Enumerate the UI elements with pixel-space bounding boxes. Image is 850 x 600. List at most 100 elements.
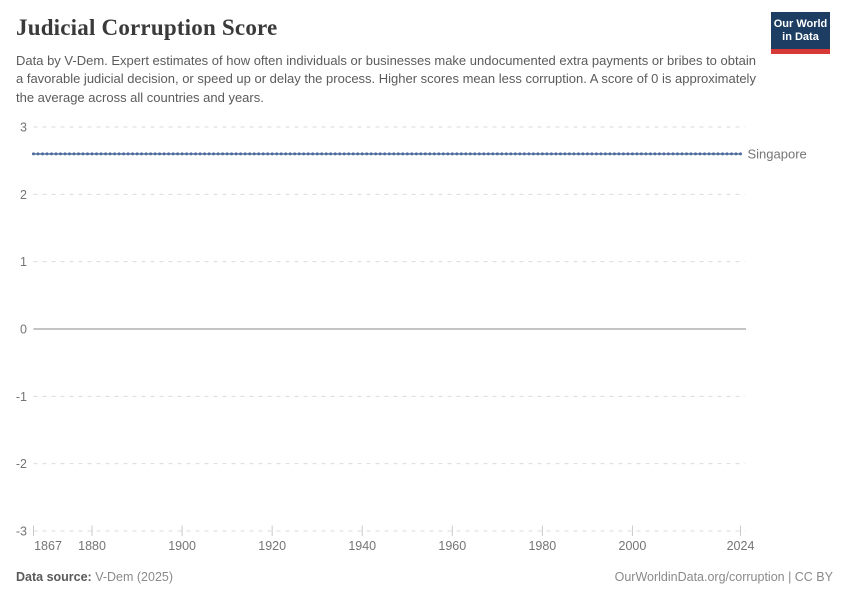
series-point[interactable] bbox=[338, 152, 342, 156]
series-point[interactable] bbox=[77, 152, 80, 156]
series-point[interactable] bbox=[135, 152, 139, 156]
series-point[interactable] bbox=[414, 152, 418, 156]
series-point[interactable] bbox=[59, 152, 62, 156]
series-point[interactable] bbox=[685, 152, 688, 156]
series-point[interactable] bbox=[324, 152, 328, 156]
series-point[interactable] bbox=[468, 152, 472, 156]
series-point[interactable] bbox=[694, 152, 697, 156]
series-point[interactable] bbox=[306, 152, 310, 156]
series-point[interactable] bbox=[513, 152, 517, 156]
series-point[interactable] bbox=[707, 152, 711, 156]
series-point[interactable] bbox=[293, 152, 297, 156]
series-point[interactable] bbox=[207, 152, 211, 156]
series-point[interactable] bbox=[162, 152, 166, 156]
series-point[interactable] bbox=[518, 152, 522, 156]
series-point[interactable] bbox=[549, 152, 553, 156]
series-point[interactable] bbox=[621, 152, 625, 156]
series-point[interactable] bbox=[441, 152, 445, 156]
series-point[interactable] bbox=[288, 152, 292, 156]
series-point[interactable] bbox=[72, 152, 76, 156]
series-point[interactable] bbox=[504, 152, 508, 156]
series-point[interactable] bbox=[558, 152, 562, 156]
series-point[interactable] bbox=[198, 152, 202, 156]
series-point[interactable] bbox=[252, 152, 256, 156]
series-entity-label[interactable]: Singapore bbox=[748, 146, 807, 161]
series-point[interactable] bbox=[140, 152, 144, 156]
series-point[interactable] bbox=[117, 152, 121, 156]
series-point[interactable] bbox=[104, 152, 108, 156]
series-point[interactable] bbox=[203, 152, 207, 156]
series-point[interactable] bbox=[68, 152, 71, 156]
series-point[interactable] bbox=[676, 152, 679, 156]
series-point[interactable] bbox=[63, 152, 67, 156]
series-point[interactable] bbox=[482, 152, 486, 156]
series-point[interactable] bbox=[437, 152, 441, 156]
series-point[interactable] bbox=[185, 152, 189, 156]
series-point[interactable] bbox=[311, 152, 315, 156]
series-point[interactable] bbox=[703, 152, 706, 156]
series-point[interactable] bbox=[108, 152, 112, 156]
series-point[interactable] bbox=[576, 152, 580, 156]
series-point[interactable] bbox=[302, 152, 306, 156]
series-point[interactable] bbox=[712, 152, 715, 156]
series-point[interactable] bbox=[396, 152, 400, 156]
series-point[interactable] bbox=[405, 152, 409, 156]
series-point[interactable] bbox=[554, 152, 558, 156]
series-point[interactable] bbox=[239, 152, 243, 156]
series-point[interactable] bbox=[401, 152, 405, 156]
series-point[interactable] bbox=[149, 152, 153, 156]
series-point[interactable] bbox=[540, 152, 544, 156]
series-point[interactable] bbox=[392, 152, 396, 156]
series-point[interactable] bbox=[464, 152, 468, 156]
series-point[interactable] bbox=[603, 152, 607, 156]
series-point[interactable] bbox=[36, 152, 40, 156]
series-point[interactable] bbox=[730, 152, 733, 156]
series-point[interactable] bbox=[599, 152, 603, 156]
series-point[interactable] bbox=[432, 152, 436, 156]
series-point[interactable] bbox=[612, 152, 616, 156]
series-point[interactable] bbox=[509, 152, 513, 156]
series-point[interactable] bbox=[171, 152, 175, 156]
series-point[interactable] bbox=[360, 152, 364, 156]
series-point[interactable] bbox=[531, 152, 535, 156]
series-point[interactable] bbox=[131, 152, 135, 156]
series-point[interactable] bbox=[387, 152, 391, 156]
series-point[interactable] bbox=[230, 152, 234, 156]
series-point[interactable] bbox=[648, 152, 652, 156]
series-point[interactable] bbox=[257, 152, 261, 156]
series-point[interactable] bbox=[315, 152, 319, 156]
series-point[interactable] bbox=[410, 152, 414, 156]
series-point[interactable] bbox=[657, 152, 661, 156]
series-point[interactable] bbox=[378, 152, 382, 156]
series-point[interactable] bbox=[99, 152, 103, 156]
series-point[interactable] bbox=[297, 152, 301, 156]
series-point[interactable] bbox=[450, 152, 454, 156]
series-point[interactable] bbox=[563, 152, 567, 156]
series-point[interactable] bbox=[284, 152, 288, 156]
series-point[interactable] bbox=[194, 152, 198, 156]
series-point[interactable] bbox=[630, 152, 634, 156]
series-point[interactable] bbox=[158, 152, 162, 156]
series-point[interactable] bbox=[590, 152, 594, 156]
series-point[interactable] bbox=[666, 152, 670, 156]
series-point[interactable] bbox=[455, 152, 459, 156]
series-point[interactable] bbox=[374, 152, 378, 156]
series-point[interactable] bbox=[680, 152, 684, 156]
series-point[interactable] bbox=[545, 152, 549, 156]
series-point[interactable] bbox=[383, 152, 387, 156]
series-point[interactable] bbox=[423, 152, 427, 156]
series-point[interactable] bbox=[626, 152, 630, 156]
series-point[interactable] bbox=[180, 152, 184, 156]
series-point[interactable] bbox=[689, 152, 693, 156]
series-point[interactable] bbox=[41, 152, 44, 156]
series-point[interactable] bbox=[644, 152, 648, 156]
series-point[interactable] bbox=[536, 152, 540, 156]
series-point[interactable] bbox=[342, 152, 346, 156]
series-point[interactable] bbox=[279, 152, 283, 156]
series-point[interactable] bbox=[527, 152, 531, 156]
series-point[interactable] bbox=[216, 152, 220, 156]
series-point[interactable] bbox=[90, 152, 94, 156]
series-point[interactable] bbox=[54, 152, 58, 156]
series-point[interactable] bbox=[320, 152, 324, 156]
series-point[interactable] bbox=[581, 152, 585, 156]
